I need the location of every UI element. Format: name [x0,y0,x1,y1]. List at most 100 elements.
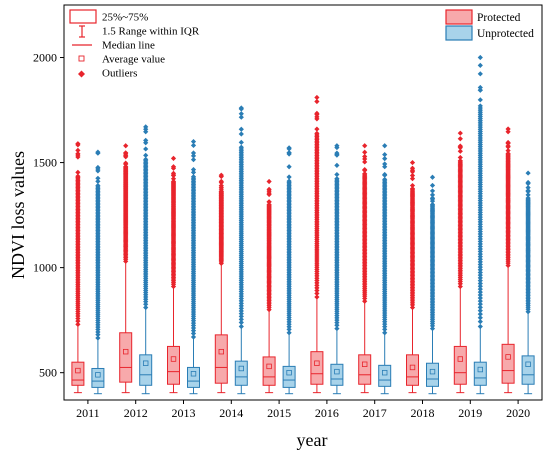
unprotected-outlier-point [477,103,483,109]
unprotected-outlier-point [525,187,531,194]
unprotected-outlier-point [286,326,292,333]
unprotected-outlier-max [382,143,388,149]
unprotected-outlier-point [143,156,149,162]
unprotected-outlier-point [477,283,483,289]
x-tick-label-2015: 2015 [267,406,291,420]
unprotected-outlier-point [190,167,197,173]
unprotected-outliers-2016 [334,143,340,332]
protected-outlier-point [409,186,416,192]
unprotected-outlier-point [190,157,197,163]
x-tick-label-2017: 2017 [363,406,387,420]
protected-outlier-point [314,294,320,300]
y-tick-label-1000: 1000 [33,261,57,275]
protected-mean-2011 [75,367,81,374]
unprotected-outlier-point [334,162,340,168]
protected-mean-2015 [266,363,272,370]
plot-area [71,54,535,395]
protected-outlier-point [314,126,320,132]
unprotected-outlier-point [477,272,483,278]
unprotected-outlier-point [286,150,292,156]
unprotected-outlier-point [238,144,244,150]
unprotected-outlier-point [477,87,483,93]
protected-outlier-point [457,158,463,164]
unprotected-outlier-max [286,145,292,151]
unprotected-mean-2013 [190,371,197,377]
year-group-2019 [453,54,487,395]
unprotected-outlier-point [477,259,483,265]
axes: 2011 2012 2013 2014 2015 2016 2017 2018 2019 2020… [33,4,543,420]
unprotected-outlier-point [95,332,101,338]
year-group-2017 [358,143,392,395]
protected-outliers-2018 [409,159,416,311]
unprotected-outlier-point [477,315,483,321]
protected-outlier-point [170,178,177,185]
unprotected-outlier-point [382,151,388,158]
unprotected-outlier-max [190,138,197,145]
protected-outlier-point [362,149,368,155]
legend-unprotected-swatch [445,25,473,41]
protected-outlier-point [314,290,320,297]
x-tick-label-2018: 2018 [411,406,435,420]
unprotected-outlier-point [190,169,197,175]
unprotected-outlier-point [190,174,197,180]
protected-outlier-point [75,169,81,175]
unprotected-mean-2011 [95,372,101,378]
unprotected-outliers-2015 [286,145,292,336]
unprotected-outlier-point [143,146,149,152]
unprotected-outlier-point [477,275,483,281]
protected-outlier-point [314,116,320,122]
legend-mean-icon [78,55,85,62]
unprotected-outlier-max [429,174,436,180]
protected-outlier-max [505,126,511,132]
unprotected-outlier-point [477,308,483,314]
protected-outlier-point [314,98,320,105]
protected-outlier-point [457,136,463,142]
unprotected-mean-2016 [334,368,340,375]
box-legend: 25%~75% 1.5 Range within IQR Median line… [69,9,200,80]
protected-outliers-2016 [314,94,320,300]
unprotected-mean-2017 [381,369,388,376]
legend-median-label: Median line [102,40,155,52]
unprotected-outlier-point [238,126,244,132]
protected-outlier-point [409,167,416,173]
protected-outlier-point [75,147,81,153]
protected-outliers-2017 [362,143,368,304]
unprotected-outlier-max [477,54,483,61]
unprotected-outliers-2017 [382,143,388,336]
unprotected-outlier-point [477,62,483,68]
unprotected-outlier-point [95,175,101,181]
unprotected-outlier-point [477,298,483,304]
protected-mean-2013 [170,356,177,362]
unprotected-outlier-point [190,142,197,149]
unprotected-outlier-point [477,311,483,317]
x-tick-label-2019: 2019 [458,406,482,420]
protected-outlier-max [362,143,368,149]
protected-box-2017 [358,354,372,385]
legend-outlier-icon [78,70,85,78]
protected-mean-2016 [314,360,320,366]
unprotected-outlier-point [190,153,197,159]
unprotected-outlier-point [143,152,149,158]
unprotected-outlier-point [525,192,531,198]
y-tick-label-1500: 1500 [33,156,57,170]
legend-protected-label: Protected [477,12,521,24]
protected-outlier-point [266,199,272,205]
unprotected-outlier-point [525,180,531,187]
protected-outliers-2019 [457,130,463,290]
unprotected-outlier-point [238,316,244,322]
unprotected-outlier-point [477,286,483,292]
unprotected-outliers-2014 [238,105,244,330]
protected-outlier-point [362,159,368,165]
legend-protected-swatch [445,9,473,25]
protected-outlier-max [75,141,81,147]
protected-outliers-2020 [505,126,511,269]
protected-outlier-point [457,143,463,149]
protected-outliers-2012 [123,143,129,264]
unprotected-outlier-point [382,326,388,332]
unprotected-box-2018 [426,362,439,387]
protected-outlier-point [409,182,416,189]
x-tick-label-2014: 2014 [219,406,243,420]
protected-outlier-point [314,111,320,118]
protected-outlier-point [218,178,224,184]
protected-outlier-point [266,186,272,192]
